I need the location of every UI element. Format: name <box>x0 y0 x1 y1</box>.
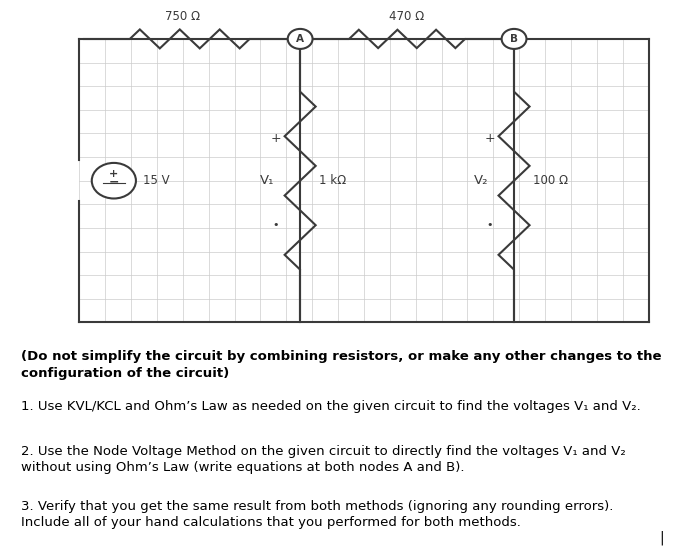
Text: 3. Verify that you get the same result from both methods (ignoring any rounding : 3. Verify that you get the same result f… <box>21 500 613 529</box>
Text: 750 Ω: 750 Ω <box>166 11 200 23</box>
Text: 100 Ω: 100 Ω <box>533 174 569 187</box>
Text: 1. Use KVL/KCL and Ohm’s Law as needed on the given circuit to find the voltages: 1. Use KVL/KCL and Ohm’s Law as needed o… <box>21 400 640 413</box>
Text: V₁: V₁ <box>260 174 274 187</box>
Circle shape <box>288 29 313 49</box>
Text: 15 V: 15 V <box>143 174 170 187</box>
Text: |: | <box>659 530 664 545</box>
Text: 1 kΩ: 1 kΩ <box>319 174 346 187</box>
Text: +: + <box>109 169 119 179</box>
Text: V₂: V₂ <box>473 174 489 187</box>
Text: 470 Ω: 470 Ω <box>389 11 425 23</box>
Text: −: − <box>108 175 119 188</box>
Text: (Do not simplify the circuit by combining resistors, or make any other changes t: (Do not simplify the circuit by combinin… <box>21 350 661 380</box>
Text: B: B <box>510 34 518 44</box>
Text: +: + <box>484 132 495 146</box>
Text: •: • <box>486 220 493 230</box>
Text: +: + <box>270 132 282 146</box>
Text: A: A <box>296 34 304 44</box>
Circle shape <box>502 29 526 49</box>
Circle shape <box>92 163 136 198</box>
Text: 2. Use the Node Voltage Method on the given circuit to directly find the voltage: 2. Use the Node Voltage Method on the gi… <box>21 445 625 474</box>
Text: •: • <box>273 220 279 230</box>
